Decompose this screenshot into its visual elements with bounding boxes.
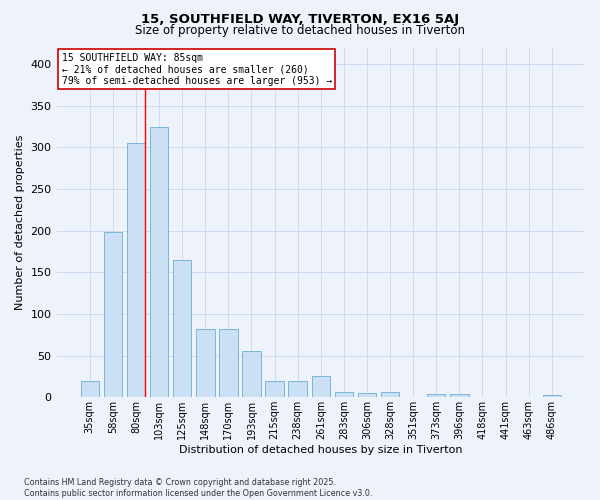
Bar: [104, 232, 122, 398]
Bar: [358, 393, 376, 398]
Bar: [542, 395, 561, 398]
X-axis label: Distribution of detached houses by size in Tiverton: Distribution of detached houses by size …: [179, 445, 463, 455]
Bar: [381, 392, 400, 398]
Text: 15, SOUTHFIELD WAY, TIVERTON, EX16 5AJ: 15, SOUTHFIELD WAY, TIVERTON, EX16 5AJ: [141, 12, 459, 26]
Bar: [427, 394, 445, 398]
Bar: [289, 380, 307, 398]
Text: 15 SOUTHFIELD WAY: 85sqm
← 21% of detached houses are smaller (260)
79% of semi-: 15 SOUTHFIELD WAY: 85sqm ← 21% of detach…: [62, 52, 332, 86]
Bar: [196, 329, 215, 398]
Text: Size of property relative to detached houses in Tiverton: Size of property relative to detached ho…: [135, 24, 465, 37]
Bar: [265, 380, 284, 398]
Y-axis label: Number of detached properties: Number of detached properties: [15, 134, 25, 310]
Bar: [219, 329, 238, 398]
Bar: [335, 392, 353, 398]
Bar: [450, 394, 469, 398]
Bar: [150, 126, 169, 398]
Bar: [242, 352, 261, 398]
Bar: [127, 144, 145, 398]
Text: Contains HM Land Registry data © Crown copyright and database right 2025.
Contai: Contains HM Land Registry data © Crown c…: [24, 478, 373, 498]
Bar: [80, 380, 99, 398]
Bar: [311, 376, 330, 398]
Bar: [173, 260, 191, 398]
